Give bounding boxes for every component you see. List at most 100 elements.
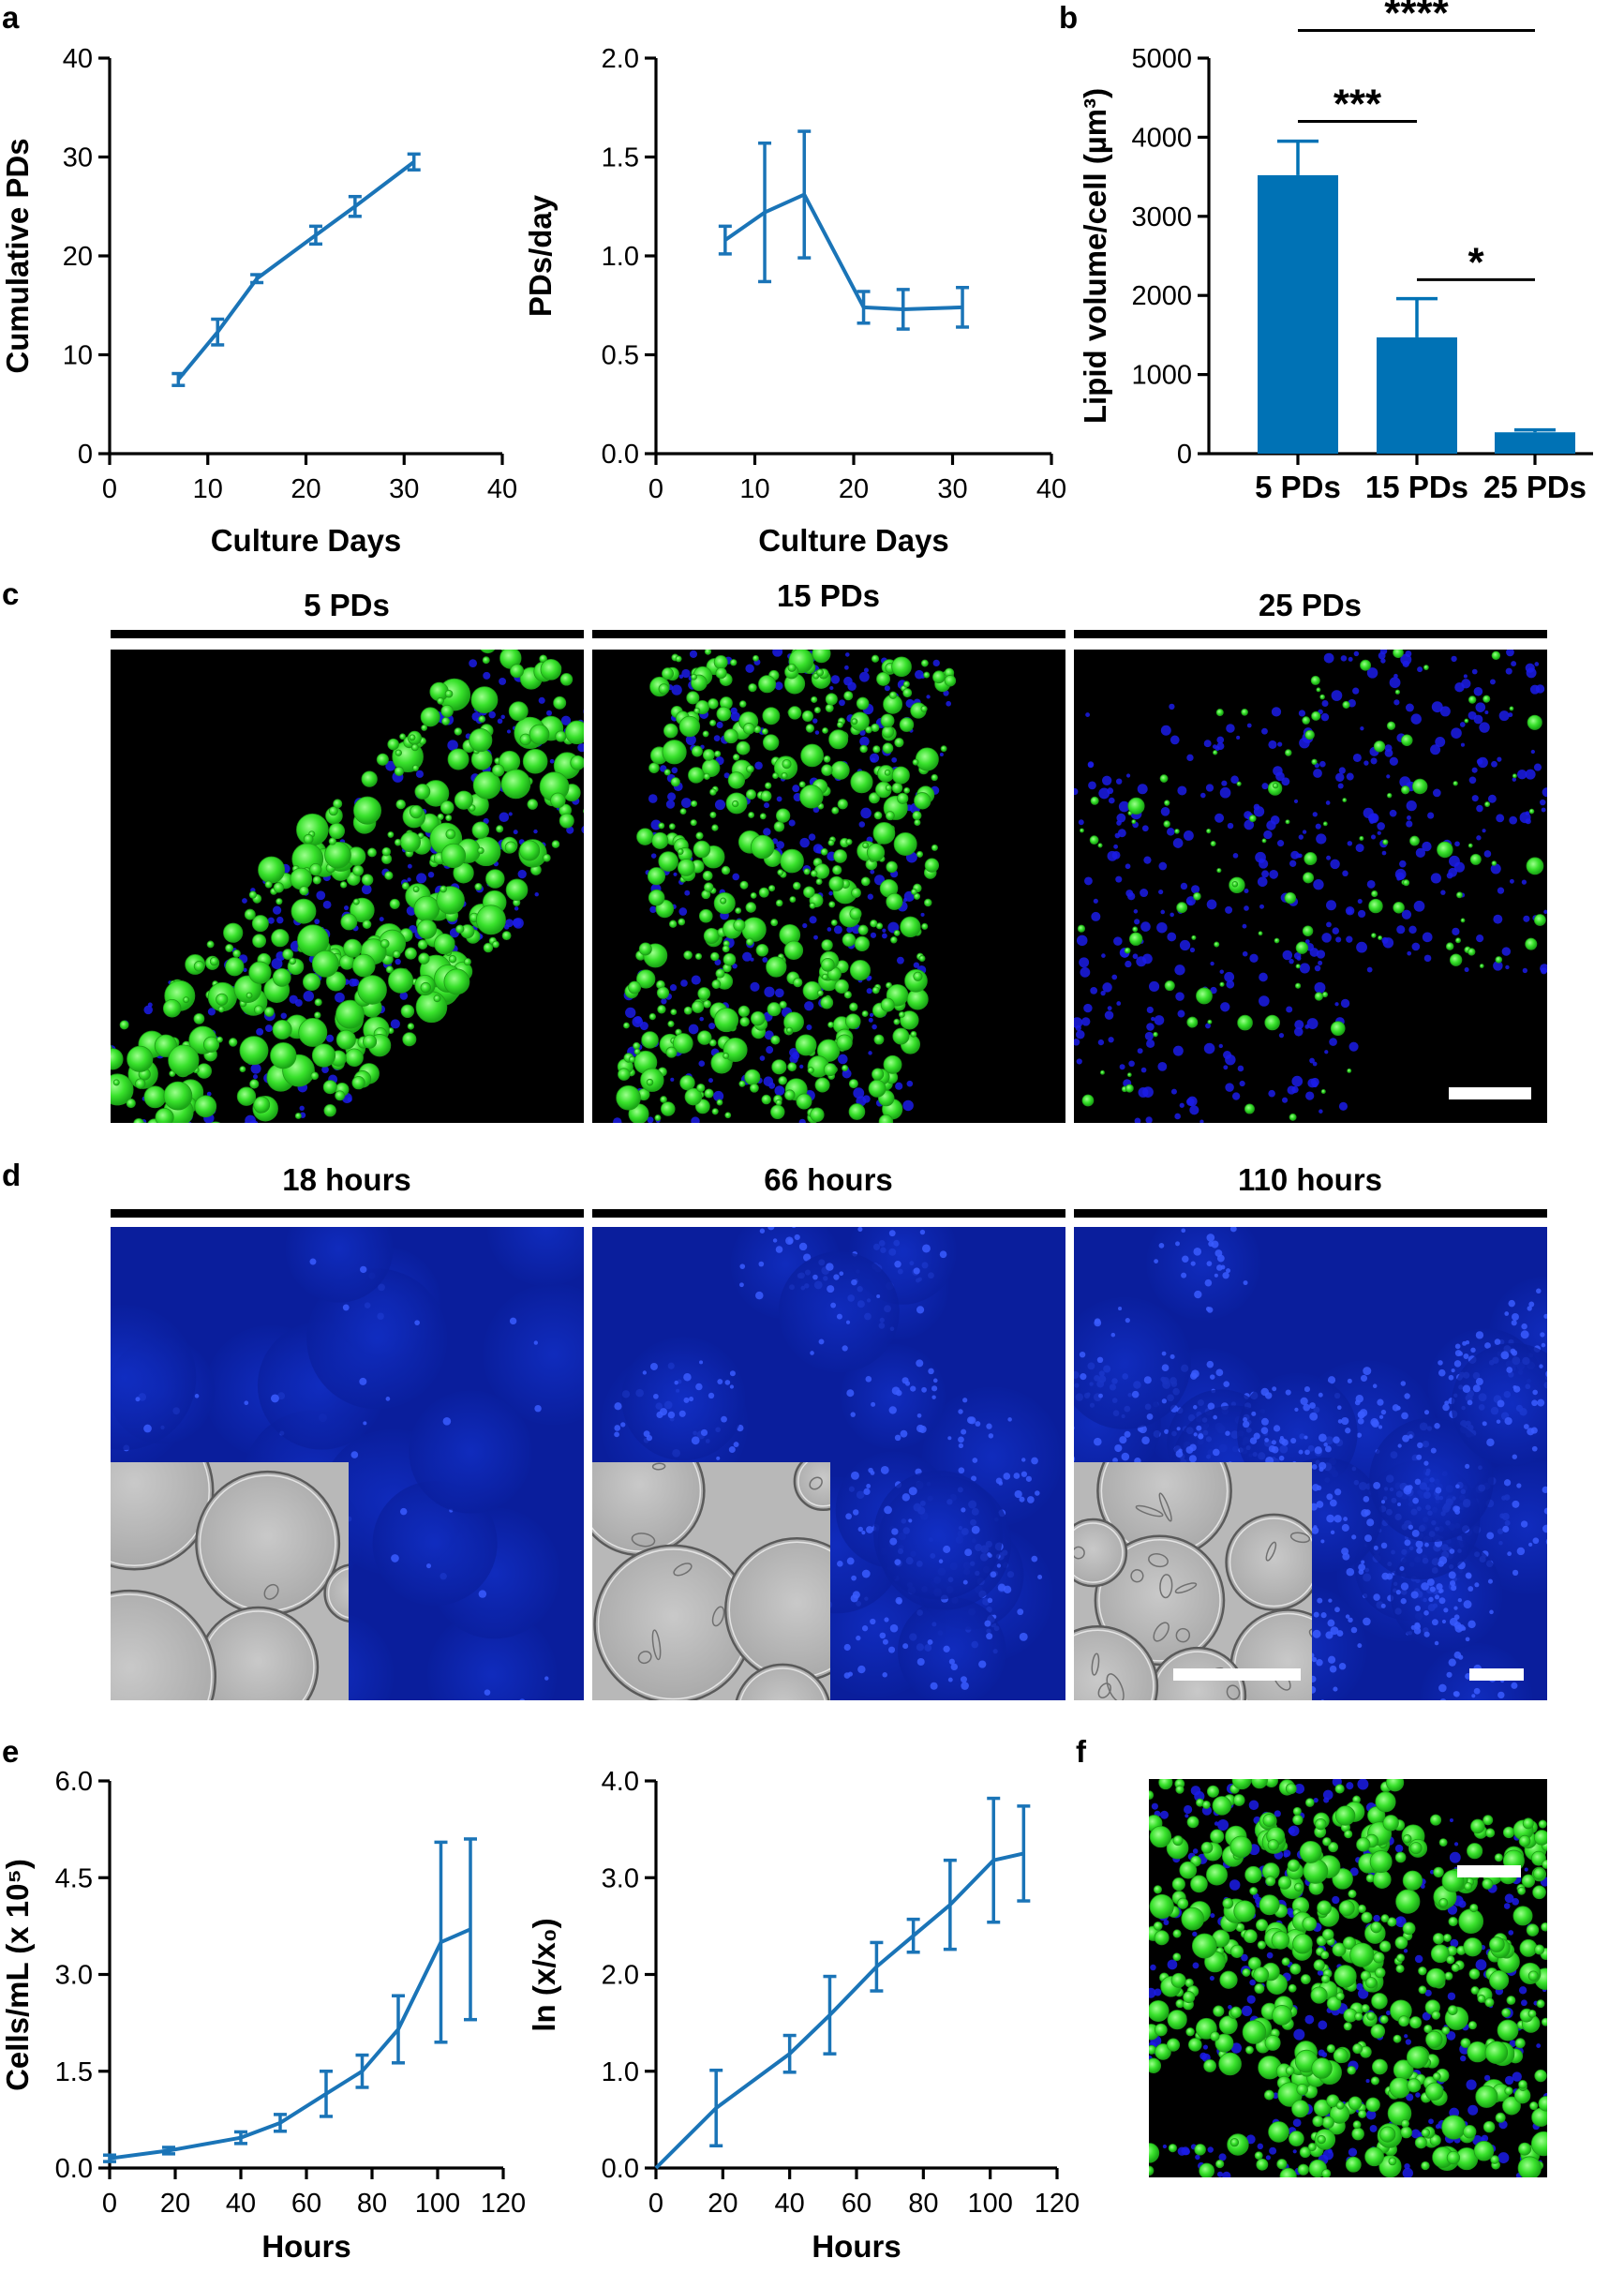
nucleus (1400, 1381, 1407, 1386)
lipid-droplet (786, 1026, 793, 1034)
lipid-droplet (1443, 1933, 1452, 1942)
lipid-droplet (478, 715, 485, 723)
microcarrier-outline (195, 1470, 341, 1616)
nucleus (1269, 869, 1279, 879)
nucleus (1465, 1572, 1472, 1579)
nucleus (1396, 876, 1401, 881)
nucleus (1393, 699, 1400, 706)
nucleus (1385, 2010, 1392, 2015)
nucleus (577, 743, 584, 753)
nucleus (1211, 1240, 1219, 1249)
lipid-droplet (162, 998, 182, 1018)
lipid-droplet (761, 727, 768, 735)
nucleus (1081, 1017, 1091, 1026)
nucleus (1206, 899, 1217, 910)
nucleus (1304, 1449, 1310, 1456)
nucleus (1192, 1962, 1199, 1969)
lipid-droplet (821, 764, 833, 776)
lipid-droplet (471, 821, 490, 839)
lipid-droplet (1460, 918, 1466, 923)
nucleus (1373, 1545, 1378, 1550)
nucleus (1257, 2143, 1264, 2150)
nucleus (1316, 833, 1327, 845)
nucleus (1192, 1931, 1198, 1937)
lipid-droplet (801, 710, 813, 722)
nucleus (1075, 1029, 1085, 1039)
nucleus (1125, 863, 1131, 870)
lipid-droplet (735, 907, 742, 914)
lipid-droplet (861, 1010, 869, 1017)
lipid-droplet (323, 1104, 336, 1117)
lipid-droplet (1441, 2115, 1467, 2140)
nucleus (1113, 844, 1119, 849)
lipid-droplet (711, 979, 722, 989)
lipid-droplet (343, 938, 363, 958)
nucleus (919, 1229, 926, 1235)
nucleus (1227, 822, 1234, 830)
nucleus (1468, 776, 1477, 785)
nucleus (1427, 812, 1435, 819)
lipid-droplet (1326, 2043, 1335, 2054)
nucleus (717, 1379, 723, 1385)
nucleus (932, 1378, 938, 1383)
lipid-droplet (1166, 2038, 1181, 2052)
lipid-droplet (111, 1058, 112, 1067)
nucleus (1465, 1637, 1470, 1642)
nucleus (678, 1410, 686, 1417)
nucleus (1330, 1530, 1335, 1535)
nucleus (1415, 1540, 1423, 1548)
significance-stars: **** (1384, 0, 1449, 36)
lipid-droplet (1183, 1991, 1196, 2004)
lipid-droplet (1272, 783, 1279, 789)
nucleus (724, 1380, 731, 1385)
nucleus (776, 796, 782, 802)
lipid-droplet (679, 808, 687, 815)
lipid-droplet (1249, 1887, 1259, 1895)
lipid-droplet (749, 1083, 759, 1093)
lipid-droplet (437, 813, 444, 820)
nucleus (1516, 1547, 1526, 1556)
lipid-droplet (500, 650, 510, 651)
nucleus (908, 1487, 917, 1496)
nucleus (1184, 1804, 1193, 1815)
nucleus (1302, 830, 1307, 834)
nucleus (360, 1265, 367, 1274)
nucleus (1386, 774, 1391, 779)
nucleus (1151, 1016, 1155, 1022)
lipid-droplet (1263, 2089, 1274, 2101)
lipid-droplet (827, 839, 835, 846)
nucleus (1497, 1399, 1505, 1408)
lipid-droplet (849, 960, 871, 981)
lipid-droplet (1149, 2057, 1162, 2074)
y-tick-label: 3000 (1131, 202, 1192, 232)
nucleus (566, 826, 574, 834)
lipid-droplet (1395, 1964, 1405, 1973)
lipid-droplet (1297, 2163, 1309, 2176)
lipid-droplet (282, 949, 294, 960)
nucleus (764, 802, 770, 809)
error-bar (250, 273, 264, 285)
nucleus (1570, 1298, 1573, 1302)
nucleus (256, 1027, 264, 1036)
lipid-droplet (882, 742, 894, 755)
nucleus (1194, 1290, 1202, 1299)
nucleus (1559, 1353, 1565, 1358)
nucleus (1341, 1548, 1349, 1556)
nucleus (1327, 1376, 1336, 1384)
lipid-droplet (1287, 1859, 1301, 1872)
nucleus (1406, 2093, 1414, 2101)
lipid-droplet (848, 1079, 858, 1089)
nucleus (852, 1509, 859, 1516)
lipid-droplet (393, 950, 401, 959)
nucleus (1366, 879, 1376, 889)
lipid-droplet (1402, 1922, 1416, 1936)
nucleus (1438, 1683, 1447, 1693)
lipid-droplet (1295, 964, 1301, 969)
lipid-droplet (475, 905, 506, 935)
nucleus (174, 1129, 180, 1134)
lipid-droplet (920, 705, 928, 712)
nucleus (1125, 960, 1132, 968)
brightfield-inset-66-hours (592, 1462, 830, 1700)
nucleus (406, 905, 417, 916)
nucleus (1199, 1119, 1204, 1123)
